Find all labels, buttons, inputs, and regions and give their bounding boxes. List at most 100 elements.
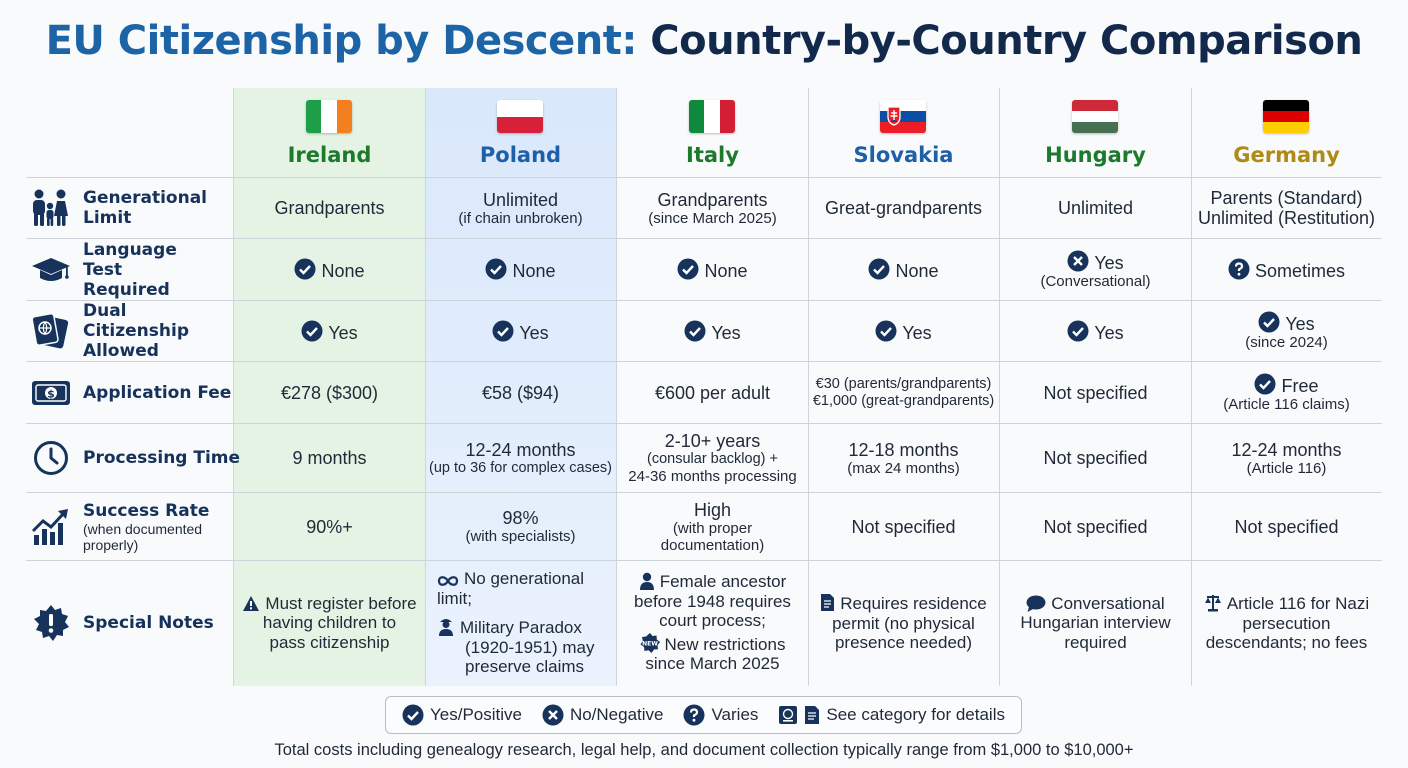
cell-italy-generational: Grandparents (since March 2025) bbox=[617, 178, 808, 238]
note-line-2: Hungarian interview bbox=[1020, 613, 1171, 633]
cell-value: Unlimited bbox=[482, 189, 559, 210]
column-divider bbox=[616, 88, 617, 686]
cell-ireland-processing: 9 months bbox=[234, 424, 425, 492]
cell-value: €600 per adult bbox=[654, 382, 771, 403]
check-circle-icon bbox=[1258, 311, 1280, 333]
new-badge-icon: NEW bbox=[640, 632, 660, 653]
question-circle-icon bbox=[1228, 258, 1250, 280]
row-label-dual-citizenship: Dual Citizenship Allowed bbox=[83, 301, 223, 361]
document-icon bbox=[804, 705, 820, 725]
cell-slovakia-success: Not specified bbox=[808, 493, 999, 560]
cell-poland-fee: €58 ($94) bbox=[425, 362, 616, 423]
cell-value: €30 (parents/grandparents) bbox=[815, 375, 992, 392]
note-line-3: court process; bbox=[659, 611, 766, 631]
cell-subtext: (since 2024) bbox=[1245, 334, 1328, 351]
cell-ireland-notes: Must register before having children to … bbox=[234, 561, 425, 685]
svg-text:$: $ bbox=[47, 387, 55, 400]
cell-hungary-dual: Yes bbox=[1000, 301, 1191, 361]
cell-value: Not specified bbox=[1043, 516, 1148, 537]
check-circle-icon bbox=[485, 258, 507, 280]
row-label-text: Language Test Required bbox=[83, 239, 177, 300]
x-circle-icon bbox=[1067, 250, 1089, 272]
cell-italy-fee: €600 per adult bbox=[617, 362, 808, 423]
cell-germany-language: Sometimes bbox=[1191, 239, 1382, 300]
cell-subtext: (max 24 months) bbox=[847, 459, 960, 477]
check-circle-icon bbox=[875, 320, 897, 342]
growth-chart-icon bbox=[30, 493, 72, 560]
row-divider bbox=[26, 238, 1382, 239]
cell-hungary-notes: Conversational Hungarian interview requi… bbox=[1000, 561, 1191, 685]
cell-value: 9 months bbox=[292, 448, 367, 468]
check-circle-icon bbox=[684, 320, 706, 342]
note-line-3: descendants; no fees bbox=[1205, 633, 1368, 653]
cell-slovakia-fee: €30 (parents/grandparents) €1,000 (great-… bbox=[808, 362, 999, 423]
cell-value: None bbox=[512, 261, 556, 281]
svg-text:NEW: NEW bbox=[642, 640, 658, 647]
cell-value: Free bbox=[1281, 375, 1319, 396]
cell-subtext-2: 24-36 months processing bbox=[628, 468, 797, 485]
row-label-text: Dual Citizenship Allowed bbox=[83, 301, 190, 361]
cell-slovakia-generational: Great-grandparents bbox=[808, 178, 999, 238]
row-label-subtext: (when documented bbox=[83, 520, 203, 537]
cell-subtext: (if chain unbroken) bbox=[458, 209, 583, 227]
cell-italy-processing: 2-10+ years (consular backlog) +24-36 mon… bbox=[617, 424, 808, 492]
row-label-application-fee: Application Fee bbox=[83, 362, 231, 423]
cell-value-2: €1,000 (great-grandparents) bbox=[812, 392, 995, 409]
cell-value: Yes bbox=[1094, 322, 1124, 343]
legend-label: No/Negative bbox=[569, 705, 664, 724]
column-divider bbox=[233, 88, 234, 686]
legend: Yes/Positive No/Negative Varies See cate… bbox=[385, 696, 1022, 734]
germany-flag-icon bbox=[1263, 100, 1309, 133]
cell-value: None bbox=[895, 261, 939, 281]
warning-icon bbox=[242, 595, 260, 612]
question-circle-icon bbox=[683, 704, 705, 726]
cell-germany-notes: Article 116 for Nazi persecution descend… bbox=[1191, 561, 1382, 685]
passport-icon bbox=[30, 301, 72, 361]
cell-value: Not specified bbox=[1043, 382, 1148, 403]
hungary-flag-icon bbox=[1072, 100, 1118, 133]
country-header-ireland: Ireland bbox=[287, 143, 372, 167]
legend-label: See category for details bbox=[826, 705, 1005, 724]
cell-poland-processing: 12-24 months (up to 36 for complex cases) bbox=[425, 424, 616, 492]
cell-subtext: (Article 116 claims) bbox=[1223, 395, 1350, 413]
row-label-subtext-2: properly) bbox=[83, 536, 139, 553]
italy-flag-icon bbox=[689, 100, 735, 133]
note-line: Article 116 for Nazi bbox=[1226, 594, 1370, 614]
row-divider bbox=[26, 177, 1382, 178]
cell-value: €278 ($300) bbox=[280, 382, 379, 403]
cell-poland-language: None bbox=[425, 239, 616, 300]
legend-label: Yes/Positive bbox=[429, 705, 522, 724]
cell-slovakia-processing: 12-18 months (max 24 months) bbox=[808, 424, 999, 492]
footer-note: Total costs including genealogy research… bbox=[274, 741, 1134, 759]
legend-item-no: No/Negative bbox=[542, 704, 664, 726]
cell-subtext: (with proper bbox=[672, 519, 753, 537]
cell-germany-success: Not specified bbox=[1191, 493, 1382, 560]
row-label-generational-limit: Generational Limit bbox=[83, 178, 208, 238]
cell-slovakia-notes: Requires residence permit (no physical p… bbox=[808, 561, 999, 685]
cell-slovakia-dual: Yes bbox=[808, 301, 999, 361]
row-label-text: Application Fee bbox=[83, 382, 232, 403]
note-line: No generational bbox=[464, 569, 585, 589]
check-circle-icon bbox=[1254, 373, 1276, 395]
column-divider bbox=[999, 88, 1000, 686]
cell-hungary-language: Yes (Conversational) bbox=[1000, 239, 1191, 300]
cell-value: None bbox=[704, 261, 748, 281]
note-line: Female ancestor bbox=[659, 572, 787, 592]
row-label-language-test: Language Test Required bbox=[83, 239, 213, 300]
badge-alert-icon bbox=[30, 561, 72, 685]
check-circle-icon bbox=[1067, 320, 1089, 342]
row-label-text: Generational Limit bbox=[83, 188, 208, 228]
clock-icon bbox=[30, 424, 72, 492]
cell-poland-notes: No generational limit; Military Paradox … bbox=[425, 561, 616, 685]
cell-value: Yes bbox=[328, 322, 358, 343]
cell-value: Not specified bbox=[1043, 448, 1148, 468]
legend-item-varies: Varies bbox=[683, 704, 758, 726]
cell-value: Grandparents bbox=[274, 198, 385, 218]
country-header-italy: Italy bbox=[686, 143, 739, 167]
note-line-5: since March 2025 bbox=[645, 654, 780, 674]
cell-subtext: (since March 2025) bbox=[648, 209, 777, 227]
row-label-text: Processing Time bbox=[83, 448, 241, 468]
column-divider bbox=[1191, 88, 1192, 686]
check-circle-icon bbox=[402, 704, 424, 726]
cell-italy-notes: Female ancestor before 1948 requires cou… bbox=[617, 561, 808, 685]
